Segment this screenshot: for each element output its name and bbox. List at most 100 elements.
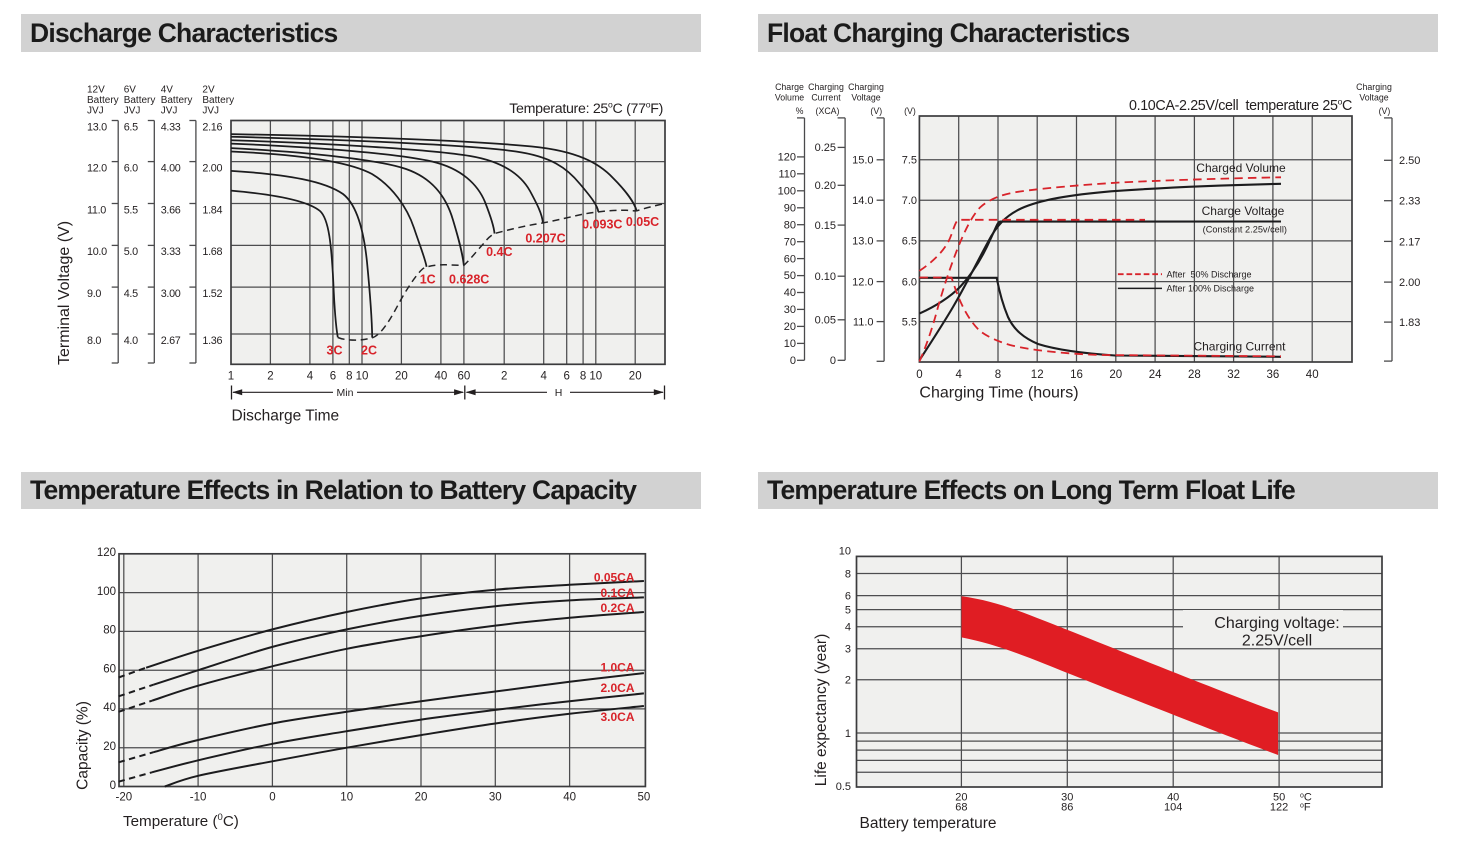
svg-text:Terminal Voltage (V): Terminal Voltage (V) [56, 221, 73, 365]
svg-text:10: 10 [839, 546, 851, 558]
svg-text:10: 10 [356, 371, 369, 383]
svg-text:8: 8 [346, 371, 352, 383]
svg-text:JVJ: JVJ [202, 106, 219, 117]
svg-text:110: 110 [778, 169, 796, 181]
svg-text:JVJ: JVJ [87, 106, 104, 117]
svg-text:8: 8 [580, 371, 586, 383]
svg-text:40: 40 [1167, 792, 1179, 804]
svg-text:2.00: 2.00 [1399, 277, 1420, 289]
svg-text:Temperature Effects on Long Te: Temperature Effects on Long Term Float L… [767, 475, 1295, 505]
svg-text:0.05CA: 0.05CA [594, 570, 635, 584]
svg-text:12.0: 12.0 [87, 162, 107, 174]
svg-text:10: 10 [784, 338, 796, 350]
svg-text:0.10CA-2.25V/cell temperature: 0.10CA-2.25V/cell temperature 25oC [1129, 97, 1352, 115]
svg-text:Charging: Charging [1356, 82, 1392, 92]
svg-text:122: 122 [1270, 801, 1288, 813]
svg-text:7.0: 7.0 [902, 195, 917, 207]
svg-text:2.50: 2.50 [1399, 155, 1420, 167]
svg-text:4.33: 4.33 [161, 121, 181, 133]
svg-text:40: 40 [435, 371, 448, 383]
svg-text:2C: 2C [361, 344, 377, 358]
svg-text:0: 0 [790, 355, 796, 367]
svg-text:13.0: 13.0 [87, 121, 107, 133]
svg-text:10: 10 [340, 792, 353, 804]
svg-text:5.5: 5.5 [124, 204, 138, 216]
svg-text:Battery: Battery [87, 95, 119, 106]
svg-text:5.5: 5.5 [902, 316, 917, 328]
svg-text:8.0: 8.0 [87, 335, 101, 347]
svg-text:11.0: 11.0 [87, 204, 106, 216]
svg-text:2.16: 2.16 [202, 121, 222, 133]
svg-text:Battery temperature: Battery temperature [860, 815, 997, 832]
svg-text:4V: 4V [161, 85, 174, 96]
svg-text:50: 50 [638, 792, 651, 804]
svg-text:1.52: 1.52 [202, 288, 222, 300]
svg-text:Discharge Characteristics: Discharge Characteristics [30, 18, 338, 48]
svg-text:(V): (V) [1379, 106, 1391, 116]
svg-text:0.25: 0.25 [815, 142, 836, 154]
svg-text:6.5: 6.5 [124, 121, 138, 133]
svg-text:3C: 3C [327, 344, 343, 358]
svg-text:3.33: 3.33 [161, 246, 181, 258]
svg-text:0.4C: 0.4C [486, 245, 512, 259]
svg-text:14.0: 14.0 [852, 195, 873, 207]
svg-text:Charged Volume: Charged Volume [1196, 161, 1286, 175]
svg-text:6.5: 6.5 [902, 236, 917, 248]
svg-text:32: 32 [1227, 369, 1240, 381]
svg-text:Temperature: 25oC (77oF): Temperature: 25oC (77oF) [509, 100, 663, 117]
svg-text:(Constant 2.25v/cell): (Constant 2.25v/cell) [1203, 224, 1287, 234]
svg-text:Discharge Time: Discharge Time [232, 408, 340, 425]
svg-text:120: 120 [97, 547, 116, 559]
svg-text:1: 1 [228, 371, 234, 383]
svg-text:Battery: Battery [202, 95, 234, 106]
svg-text:After 100% Discharge: After 100% Discharge [1167, 284, 1255, 294]
svg-text:Float Charging Characteristics: Float Charging Characteristics [767, 18, 1129, 48]
svg-text:2.25V/cell: 2.25V/cell [1242, 633, 1312, 650]
svg-text:H: H [555, 387, 563, 399]
svg-text:Charging Time (hours): Charging Time (hours) [919, 385, 1078, 402]
svg-text:40: 40 [563, 792, 576, 804]
svg-text:Battery: Battery [124, 95, 156, 106]
svg-text:40: 40 [103, 702, 116, 714]
svg-text:Temperature (0C): Temperature (0C) [123, 812, 239, 830]
svg-text:3.0CA: 3.0CA [600, 710, 634, 724]
svg-text:10.0: 10.0 [87, 246, 107, 258]
svg-text:JVJ: JVJ [161, 106, 178, 117]
svg-text:JVJ: JVJ [124, 106, 141, 117]
svg-text:Battery: Battery [161, 95, 193, 106]
svg-text:20: 20 [1109, 369, 1122, 381]
svg-text:4.0: 4.0 [124, 335, 138, 347]
svg-text:6.0: 6.0 [124, 162, 138, 174]
svg-text:50: 50 [784, 270, 796, 282]
svg-text:3.66: 3.66 [161, 204, 181, 216]
svg-text:104: 104 [1164, 801, 1182, 813]
svg-text:30: 30 [489, 792, 502, 804]
svg-text:60: 60 [458, 371, 471, 383]
svg-text:4.5: 4.5 [124, 288, 138, 300]
svg-text:28: 28 [1188, 369, 1201, 381]
svg-text:-20: -20 [115, 792, 132, 804]
svg-text:2: 2 [501, 371, 507, 383]
svg-text:(V): (V) [904, 106, 916, 116]
svg-text:2.0CA: 2.0CA [600, 681, 634, 695]
svg-text:2: 2 [845, 675, 851, 687]
svg-text:0: 0 [110, 780, 116, 792]
svg-text:(XCA): (XCA) [816, 106, 840, 116]
svg-text:Capacity (%): Capacity (%) [75, 701, 92, 790]
svg-text:68: 68 [955, 801, 967, 813]
svg-text:Voltage: Voltage [851, 92, 880, 102]
svg-text:5: 5 [845, 605, 851, 617]
svg-text:5.0: 5.0 [124, 246, 138, 258]
svg-text:30: 30 [1061, 792, 1073, 804]
svg-text:20: 20 [629, 371, 642, 383]
svg-text:4: 4 [307, 371, 314, 383]
svg-text:70: 70 [784, 236, 796, 248]
svg-text:Charging: Charging [848, 82, 884, 92]
svg-text:0: 0 [269, 792, 275, 804]
svg-text:1.68: 1.68 [202, 246, 222, 258]
svg-text:-10: -10 [190, 792, 207, 804]
svg-text:1: 1 [845, 728, 851, 740]
svg-text:0.05: 0.05 [815, 315, 836, 327]
svg-text:1C: 1C [420, 273, 436, 287]
svg-text:4.00: 4.00 [161, 162, 181, 174]
